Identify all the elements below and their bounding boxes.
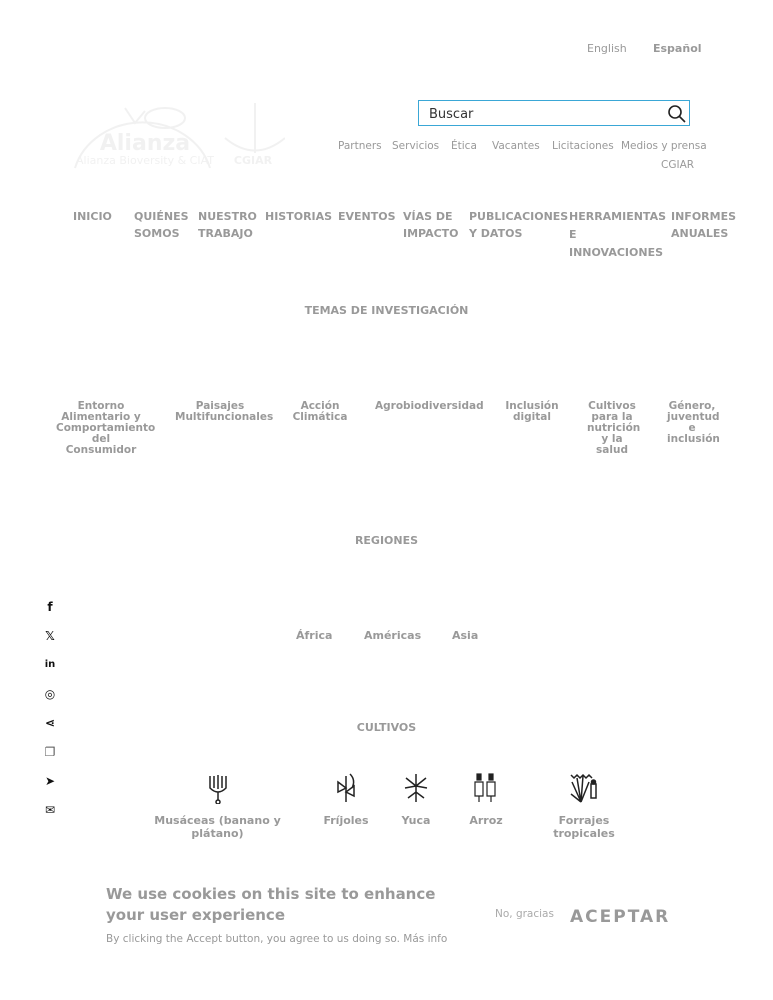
cookie-text-wrap: By clicking the Accept button, you agree… bbox=[106, 933, 447, 945]
more-info-link[interactable]: Más info bbox=[403, 933, 448, 945]
nav-eventos[interactable]: EVENTOS bbox=[338, 210, 396, 223]
crop-musaceas[interactable]: Musáceas (banano y plátano) bbox=[140, 772, 295, 840]
search-icon[interactable] bbox=[667, 104, 686, 123]
nav-herramientas[interactable]: HERRAMIENTAS E INNOVACIONES bbox=[569, 210, 667, 259]
rice-icon bbox=[474, 773, 496, 802]
crop-label: Musáceas (banano y plátano) bbox=[154, 814, 281, 840]
temas-title: TEMAS DE INVESTIGACIÓN bbox=[304, 304, 469, 317]
nav-informes[interactable]: INFORMES ANUALES bbox=[671, 210, 737, 240]
forage-icon bbox=[570, 773, 597, 803]
crop-label: Arroz bbox=[469, 814, 503, 827]
search-input[interactable] bbox=[427, 102, 661, 126]
regiones-title: REGIONES bbox=[354, 534, 419, 547]
search-box[interactable] bbox=[418, 100, 690, 126]
lang-espanol[interactable]: Español bbox=[653, 42, 702, 55]
crop-label: Fríjoles bbox=[323, 814, 369, 827]
region-africa[interactable]: África bbox=[296, 629, 333, 642]
link-cgiar[interactable]: CGIAR bbox=[661, 159, 695, 171]
crop-frijoles[interactable]: Fríjoles bbox=[320, 772, 372, 827]
link-licitaciones[interactable]: Licitaciones bbox=[552, 140, 614, 152]
tema-item[interactable]: Inclusión digital bbox=[505, 400, 559, 423]
link-partners[interactable]: Partners bbox=[338, 140, 382, 152]
lang-english[interactable]: English bbox=[587, 42, 627, 55]
nav-historias[interactable]: HISTORIAS bbox=[265, 210, 333, 223]
nav-publicaciones[interactable]: PUBLICACIONES Y DATOS bbox=[469, 210, 569, 240]
tema-item[interactable]: Agrobiodiversidad bbox=[375, 400, 484, 412]
cookie-title: We use cookies on this site to enhance y… bbox=[106, 885, 436, 924]
decline-button[interactable]: No, gracias bbox=[495, 908, 554, 920]
link-etica[interactable]: Ética bbox=[451, 140, 477, 152]
tema-item[interactable]: Paisajes Multifuncionales bbox=[175, 400, 274, 423]
telegram-icon[interactable]: ➤ bbox=[44, 774, 56, 788]
nav-inicio[interactable]: INICIO bbox=[73, 210, 112, 223]
svg-text:Alianza: Alianza bbox=[100, 131, 190, 156]
cultivos-title: CULTIVOS bbox=[356, 721, 417, 734]
nav-quienes-somos[interactable]: QUIÉNES SOMOS bbox=[134, 210, 189, 240]
crop-label: Forrajes tropicales bbox=[553, 814, 615, 840]
crop-forrajes[interactable]: Forrajes tropicales bbox=[534, 772, 634, 840]
email-icon[interactable]: ✉ bbox=[44, 803, 56, 817]
x-icon[interactable]: 𝕏 bbox=[45, 629, 55, 643]
cassava-icon bbox=[404, 774, 428, 802]
share-icon[interactable]: ⋖ bbox=[44, 716, 56, 730]
crop-yuca[interactable]: Yuca bbox=[396, 772, 436, 827]
crop-arroz[interactable]: Arroz bbox=[466, 772, 506, 827]
crop-label: Yuca bbox=[401, 814, 431, 827]
facebook-icon[interactable]: f bbox=[47, 600, 53, 614]
logo-graphic: Alianza Alianza Bioversity & CIAT CGIAR bbox=[74, 103, 286, 169]
nav-vias-impacto[interactable]: VÍAS DE IMPACTO bbox=[403, 210, 459, 240]
tema-item[interactable]: Género, juventud e inclusión bbox=[667, 400, 720, 445]
accept-button[interactable]: ACEPTAR bbox=[570, 907, 671, 927]
nav-nuestro-trabajo[interactable]: NUESTRO TRABAJO bbox=[198, 210, 257, 240]
region-americas[interactable]: Américas bbox=[364, 629, 422, 642]
tema-item[interactable]: Entorno Alimentario y Comportamiento del… bbox=[56, 400, 156, 456]
svg-text:Alianza Bioversity & CIAT: Alianza Bioversity & CIAT bbox=[76, 154, 214, 167]
banana-icon bbox=[208, 775, 227, 804]
link-medios[interactable]: Medios y prensa bbox=[621, 140, 707, 152]
link-servicios[interactable]: Servicios bbox=[392, 140, 440, 152]
copy-icon[interactable]: ❐ bbox=[44, 745, 56, 759]
bean-icon bbox=[337, 773, 355, 802]
logo[interactable]: Alianza Alianza Bioversity & CIAT CGIAR bbox=[70, 98, 286, 173]
whatsapp-icon[interactable]: ◎ bbox=[44, 687, 56, 701]
cookie-text: By clicking the Accept button, you agree… bbox=[106, 933, 400, 945]
tema-item[interactable]: Acción Climática bbox=[292, 400, 348, 423]
linkedin-icon[interactable]: in bbox=[44, 659, 56, 670]
link-vacantes[interactable]: Vacantes bbox=[492, 140, 540, 152]
svg-text:CGIAR: CGIAR bbox=[234, 154, 273, 167]
tema-item[interactable]: Cultivos para la nutrición y la salud bbox=[587, 400, 641, 456]
region-asia[interactable]: Asia bbox=[452, 629, 479, 642]
